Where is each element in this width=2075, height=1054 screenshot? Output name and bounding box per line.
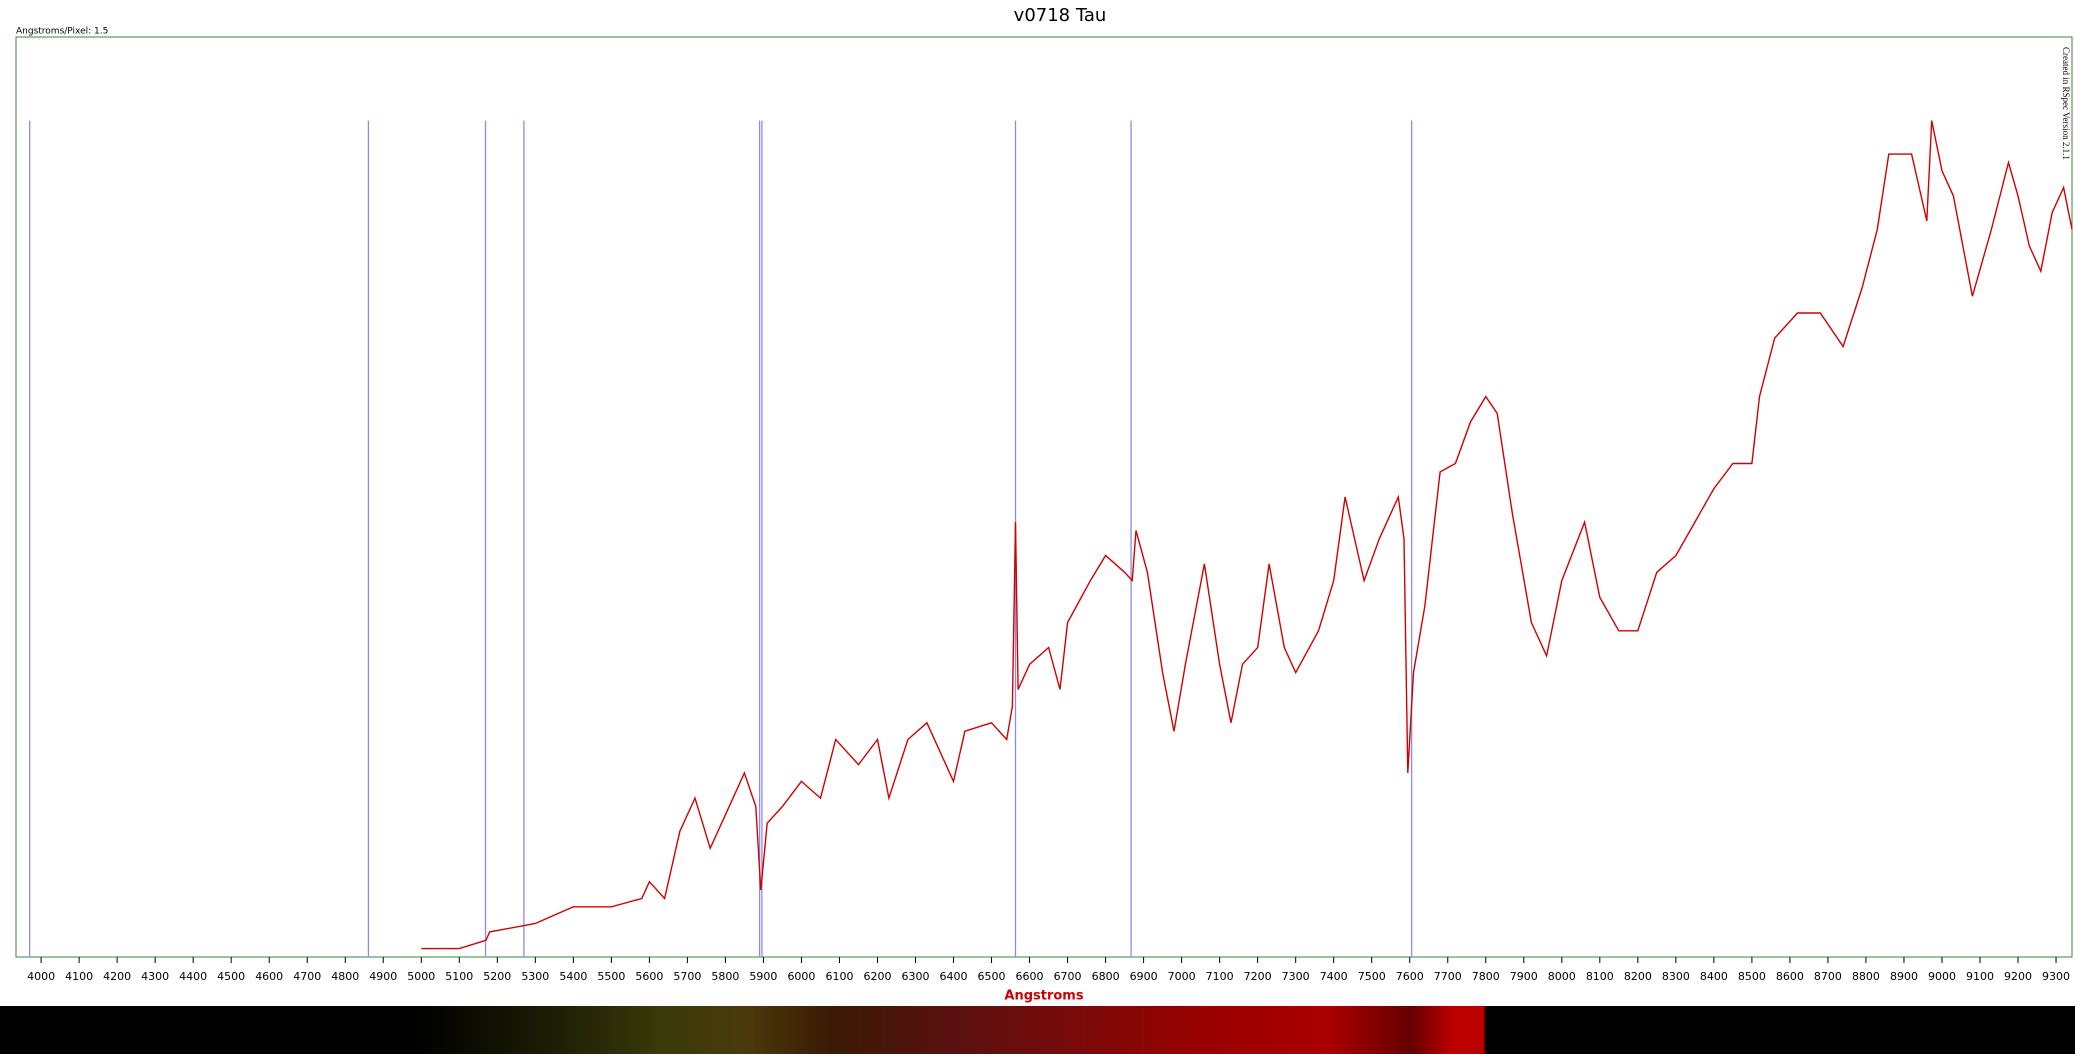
x-tick-label: 4200 bbox=[103, 970, 131, 983]
x-tick-label: 7100 bbox=[1206, 970, 1234, 983]
x-tick-label: 8900 bbox=[1890, 970, 1918, 983]
x-tick-label: 8500 bbox=[1738, 970, 1766, 983]
x-axis-label: Angstroms bbox=[1004, 989, 1083, 1004]
subtitle: Angstroms/Pixel: 1.5 bbox=[16, 27, 108, 37]
x-tick-label: 5100 bbox=[445, 970, 473, 983]
x-tick-label: 5600 bbox=[635, 970, 663, 983]
x-tick-label: 8000 bbox=[1548, 970, 1576, 983]
x-tick-label: 7000 bbox=[1168, 970, 1196, 983]
x-tick-label: 9200 bbox=[2004, 970, 2032, 983]
x-tick-label: 4300 bbox=[141, 970, 169, 983]
x-tick-label: 6900 bbox=[1130, 970, 1158, 983]
x-tick-label: 7300 bbox=[1282, 970, 1310, 983]
x-tick-label: 8200 bbox=[1624, 970, 1652, 983]
x-tick-label: 5400 bbox=[559, 970, 587, 983]
x-tick-label: 8700 bbox=[1814, 970, 1842, 983]
x-tick-label: 5700 bbox=[673, 970, 701, 983]
x-tick-label: 6700 bbox=[1054, 970, 1082, 983]
x-tick-label: 4700 bbox=[293, 970, 321, 983]
x-tick-label: 8600 bbox=[1776, 970, 1804, 983]
x-tick-label: 6200 bbox=[863, 970, 891, 983]
chart-title: v0718 Tau bbox=[1014, 5, 1107, 26]
spectrum-line bbox=[421, 120, 2073, 950]
x-tick-label: 4800 bbox=[331, 970, 359, 983]
x-tick-label: 7400 bbox=[1320, 970, 1348, 983]
annotation: Created in RSpec Version 2.1.1 bbox=[2061, 47, 2071, 160]
x-tick-label: 4900 bbox=[369, 970, 397, 983]
x-tick-label: 9300 bbox=[2042, 970, 2070, 983]
x-tick-label: 4400 bbox=[179, 970, 207, 983]
x-tick-label: 5000 bbox=[407, 970, 435, 983]
x-tick-label: 7600 bbox=[1396, 970, 1424, 983]
x-tick-label: 8400 bbox=[1700, 970, 1728, 983]
spectrum-strip bbox=[0, 1006, 2075, 1054]
x-tick-label: 4000 bbox=[27, 970, 55, 983]
x-tick-label: 9000 bbox=[1928, 970, 1956, 983]
x-tick-label: 9100 bbox=[1966, 970, 1994, 983]
chart: v0718 Tau Angstroms/Pixel: 1.5 Created i… bbox=[15, 5, 2073, 1004]
x-tick-label: 6000 bbox=[787, 970, 815, 983]
x-tick-label: 5500 bbox=[597, 970, 625, 983]
x-tick-label: 7200 bbox=[1244, 970, 1272, 983]
x-tick-label: 8300 bbox=[1662, 970, 1690, 983]
x-tick-label: 6300 bbox=[902, 970, 930, 983]
x-tick-label: 5200 bbox=[483, 970, 511, 983]
plot-frame bbox=[15, 36, 2073, 958]
x-tick-label: 5900 bbox=[749, 970, 777, 983]
x-tick-label: 8100 bbox=[1586, 970, 1614, 983]
x-tick-label: 7700 bbox=[1434, 970, 1462, 983]
x-tick-label: 5300 bbox=[521, 970, 549, 983]
x-tick-label: 5800 bbox=[711, 970, 739, 983]
x-tick-label: 4100 bbox=[65, 970, 93, 983]
x-tick-label: 6800 bbox=[1092, 970, 1120, 983]
page: v0718 Tau Angstroms/Pixel: 1.5 Created i… bbox=[0, 5, 2075, 1054]
x-tick-label: 4600 bbox=[255, 970, 283, 983]
x-tick-label: 7800 bbox=[1472, 970, 1500, 983]
x-tick-label: 6400 bbox=[940, 970, 968, 983]
x-tick-label: 6600 bbox=[1016, 970, 1044, 983]
x-tick-label: 6100 bbox=[825, 970, 853, 983]
x-tick-label: 4500 bbox=[217, 970, 245, 983]
x-tick-label: 6500 bbox=[978, 970, 1006, 983]
x-tick-label: 8800 bbox=[1852, 970, 1880, 983]
x-tick-label: 7900 bbox=[1510, 970, 1538, 983]
x-tick-label: 7500 bbox=[1358, 970, 1386, 983]
